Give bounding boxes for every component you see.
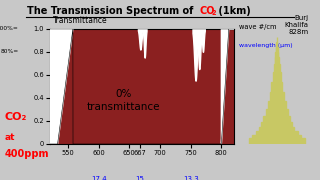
- Bar: [275, 57, 279, 144]
- Text: 100%=: 100%=: [0, 26, 18, 31]
- Text: 15: 15: [135, 176, 144, 180]
- Bar: [273, 72, 281, 144]
- Bar: [263, 116, 290, 144]
- Bar: [276, 42, 277, 144]
- Bar: [249, 138, 305, 144]
- Bar: [268, 101, 286, 144]
- Text: 400ppm: 400ppm: [4, 149, 49, 159]
- Text: wave #/cm: wave #/cm: [239, 24, 276, 30]
- Bar: [256, 131, 298, 144]
- Text: 13.3: 13.3: [183, 176, 198, 180]
- Text: 2: 2: [211, 10, 216, 16]
- Text: 80%=: 80%=: [0, 49, 18, 54]
- Text: CO₂: CO₂: [4, 112, 27, 122]
- Text: Burj
Khalifa
828m: Burj Khalifa 828m: [284, 15, 308, 35]
- Text: (1km): (1km): [215, 6, 251, 16]
- Bar: [261, 122, 292, 144]
- Text: Transmittance: Transmittance: [53, 16, 108, 25]
- Text: 0%
transmittance: 0% transmittance: [86, 89, 160, 112]
- Text: at: at: [4, 133, 15, 142]
- Bar: [271, 82, 283, 144]
- Bar: [270, 92, 284, 144]
- Bar: [259, 127, 294, 144]
- Bar: [252, 135, 301, 144]
- Bar: [274, 64, 280, 144]
- Bar: [276, 52, 278, 144]
- Bar: [266, 109, 288, 144]
- Text: wavelength (μm): wavelength (μm): [239, 43, 293, 48]
- Text: The Transmission Spectrum of: The Transmission Spectrum of: [27, 6, 197, 16]
- Text: 17.4: 17.4: [91, 176, 107, 180]
- Text: CO: CO: [199, 6, 214, 16]
- Bar: [276, 47, 278, 144]
- Bar: [276, 37, 277, 144]
